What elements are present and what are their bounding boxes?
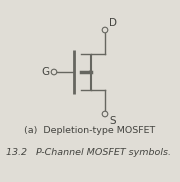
Text: S: S [109, 116, 116, 126]
Circle shape [102, 27, 108, 33]
Circle shape [102, 111, 108, 117]
Circle shape [51, 69, 57, 75]
Text: 13.2   P-Channel MOSFET symbols.: 13.2 P-Channel MOSFET symbols. [6, 148, 171, 157]
Text: (a)  Depletion-type MOSFET: (a) Depletion-type MOSFET [24, 126, 156, 135]
Text: D: D [109, 18, 117, 28]
Text: G: G [41, 67, 49, 77]
